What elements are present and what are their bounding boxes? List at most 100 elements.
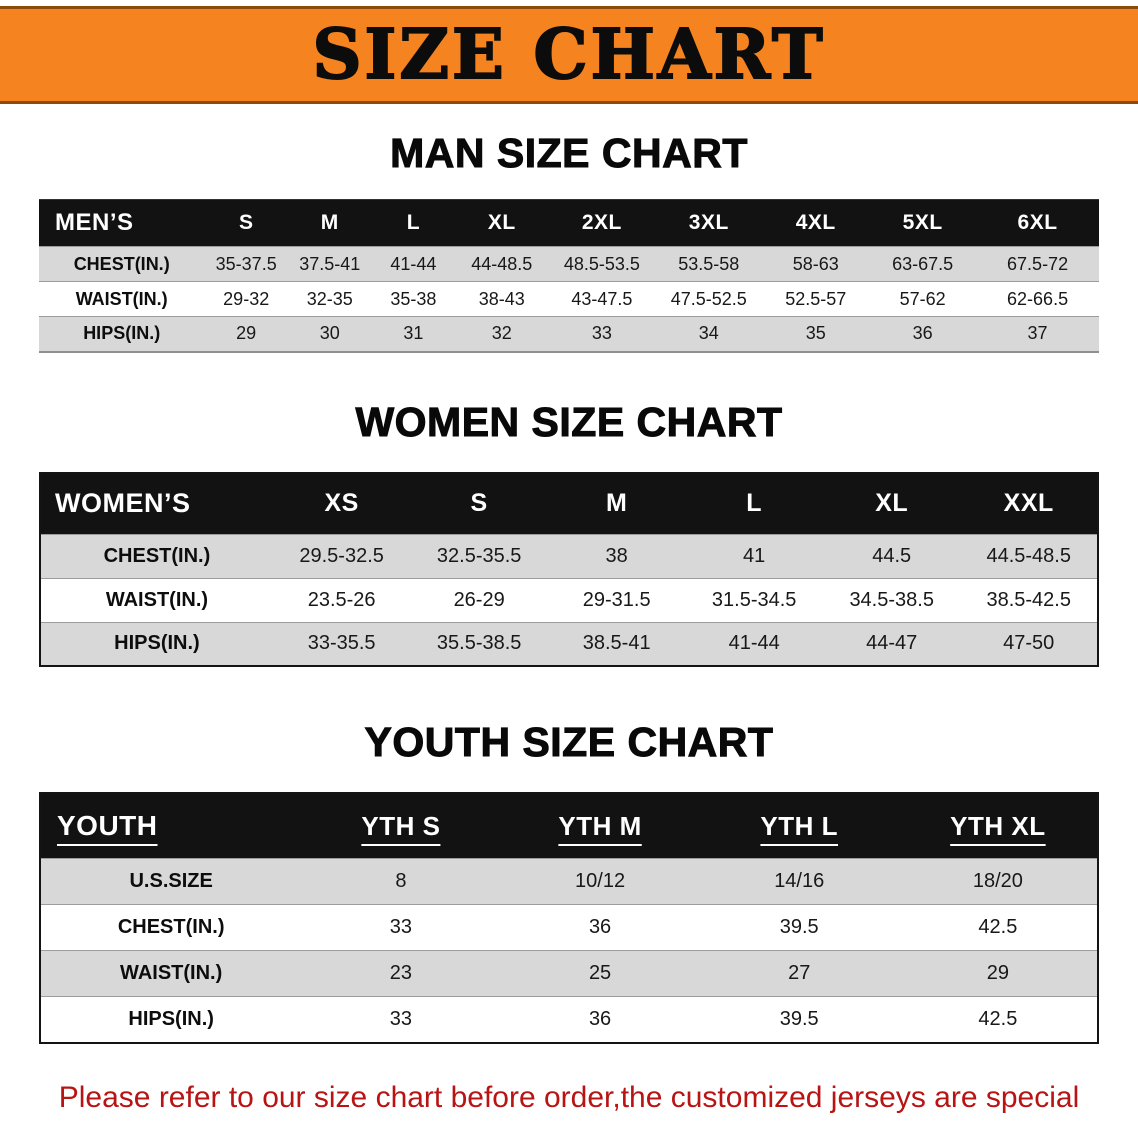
size-value-cell: 35-37.5 xyxy=(215,253,277,274)
youth-size-table: YOUTH YTH S YTH M YTH L YTH XL U.S.SIZE 8 10/12… xyxy=(39,792,1099,1044)
men-size-column-header: M xyxy=(288,199,372,247)
banner: SIZE CHART xyxy=(0,6,1138,104)
row-label: CHEST(IN.) xyxy=(103,544,211,567)
size-value-cell: 53.5-58 xyxy=(678,253,740,274)
men-size-column-header: S xyxy=(204,199,288,247)
size-value-cell: 29 xyxy=(236,323,257,344)
size-value-cell: 23 xyxy=(389,962,413,984)
size-value-cell: 10/12 xyxy=(575,870,626,892)
men-size-column-header: XL xyxy=(455,199,549,247)
size-value-cell: 47.5-52.5 xyxy=(670,288,747,309)
row-label: WAIST(IN.) xyxy=(120,962,223,984)
size-value-cell: 32.5-35.5 xyxy=(436,544,522,567)
size-value-cell: 29.5-32.5 xyxy=(299,544,384,567)
size-value-cell: 30 xyxy=(319,323,340,344)
size-value-cell: 41 xyxy=(743,544,766,567)
men-size-column-header: 6XL xyxy=(976,199,1099,247)
size-value-cell: 34 xyxy=(698,323,719,344)
men-corner-label: MEN’S xyxy=(39,199,205,247)
row-label: U.S.SIZE xyxy=(129,870,213,892)
size-value-cell: 27 xyxy=(788,962,811,984)
women-size-column-header: L xyxy=(685,472,823,534)
size-value-cell: 33 xyxy=(591,323,612,344)
men-header-row: MEN’S S M L XL 2XL 3XL 4XL 5XL 6XL xyxy=(39,199,1099,247)
disclaimer-line-1: Please refer to our size chart before or… xyxy=(58,1080,1080,1132)
youth-size-column-header: YTH L xyxy=(699,793,899,859)
size-value-cell: 31 xyxy=(403,323,424,344)
women-size-column-header: S xyxy=(410,472,548,534)
size-value-cell: 38-43 xyxy=(478,288,525,309)
women-measurement-row: HIPS(IN.) 33-35.5 35.5-38.5 38.5-41 41-44 44-… xyxy=(40,622,1098,666)
women-corner-label: WOMEN’S xyxy=(40,472,273,534)
row-label: HIPS(IN.) xyxy=(114,632,200,655)
size-value-cell: 38.5-42.5 xyxy=(986,588,1071,611)
size-value-cell: 41-44 xyxy=(390,253,437,274)
size-value-cell: 32-35 xyxy=(306,288,353,309)
size-value-cell: 32 xyxy=(491,323,512,344)
youth-section: YOUTH SIZE CHART YOUTH YTH S YTH M YTH L YTH… xyxy=(0,719,1138,1044)
row-label: CHEST(IN.) xyxy=(117,916,225,938)
size-value-cell: 58-63 xyxy=(792,253,839,274)
size-value-cell: 39.5 xyxy=(779,916,819,938)
size-value-cell: 35-38 xyxy=(390,288,437,309)
men-measurement-row: CHEST(IN.) 35-37.5 37.5-41 41-44 44-48.5 48.5… xyxy=(39,246,1099,282)
size-value-cell: 38 xyxy=(605,544,628,567)
size-value-cell: 25 xyxy=(588,962,612,984)
size-value-cell: 29 xyxy=(986,962,1010,984)
size-value-cell: 62-66.5 xyxy=(1007,288,1069,309)
men-measurement-row: WAIST(IN.) 29-32 32-35 35-38 38-43 43-47.5 47.… xyxy=(39,281,1099,317)
size-value-cell: 44-48.5 xyxy=(471,253,533,274)
women-size-column-header: XS xyxy=(272,472,411,534)
size-value-cell: 38.5-41 xyxy=(582,632,651,655)
men-size-column-header: L xyxy=(371,199,456,247)
row-label: HIPS(IN.) xyxy=(128,1007,214,1030)
women-size-column-header: XXL xyxy=(960,472,1098,534)
women-header-row: WOMEN’S XS S M L XL XXL xyxy=(40,472,1098,534)
size-value-cell: 33-35.5 xyxy=(307,632,376,655)
youth-size-column-header: YTH S xyxy=(301,793,501,859)
size-value-cell: 47-50 xyxy=(1003,632,1055,655)
youth-corner-label: YOUTH xyxy=(40,793,302,859)
size-value-cell: 42.5 xyxy=(978,916,1018,938)
women-measurement-row: CHEST(IN.) 29.5-32.5 32.5-35.5 38 41 44.5 44.5… xyxy=(40,534,1098,578)
youth-header-row: YOUTH YTH S YTH M YTH L YTH XL xyxy=(40,793,1098,859)
size-value-cell: 36 xyxy=(912,323,933,344)
men-section-heading: MAN SIZE CHART xyxy=(390,130,748,177)
women-size-table: WOMEN’S XS S M L XL XXL CHEST(IN.) 29.5-32.5 32.5… xyxy=(39,471,1099,667)
size-value-cell: 39.5 xyxy=(779,1007,819,1030)
men-size-column-header: 3XL xyxy=(655,199,763,247)
size-value-cell: 33 xyxy=(389,1007,413,1030)
size-value-cell: 48.5-53.5 xyxy=(563,253,640,274)
row-label: HIPS(IN.) xyxy=(83,323,161,344)
youth-measurement-row: WAIST(IN.) 23 25 27 29 xyxy=(40,950,1098,997)
disclaimer-note: Please refer to our size chart before or… xyxy=(0,1074,1138,1132)
youth-measurement-row: CHEST(IN.) 33 36 39.5 42.5 xyxy=(40,904,1098,951)
size-value-cell: 57-62 xyxy=(899,288,946,309)
size-value-cell: 52.5-57 xyxy=(785,288,847,309)
youth-size-column-header: YTH M xyxy=(500,793,700,859)
size-value-cell: 36 xyxy=(588,916,612,938)
men-size-column-header: 2XL xyxy=(548,199,656,247)
size-value-cell: 14/16 xyxy=(774,870,825,892)
size-value-cell: 44.5 xyxy=(872,544,912,567)
size-value-cell: 23.5-26 xyxy=(307,588,376,611)
youth-measurement-row: HIPS(IN.) 33 36 39.5 42.5 xyxy=(40,996,1098,1043)
size-value-cell: 35.5-38.5 xyxy=(436,632,522,655)
size-value-cell: 44-47 xyxy=(866,632,918,655)
men-size-column-header: 4XL xyxy=(762,199,870,247)
men-section: MAN SIZE CHART MEN’S S M L XL 2XL 3XL 4XL 5XL 6XL… xyxy=(0,130,1138,353)
size-value-cell: 34.5-38.5 xyxy=(849,588,934,611)
size-value-cell: 67.5-72 xyxy=(1007,253,1069,274)
size-value-cell: 33 xyxy=(389,916,413,938)
row-label: WAIST(IN.) xyxy=(105,588,209,611)
size-value-cell: 29-31.5 xyxy=(582,588,651,611)
row-label: CHEST(IN.) xyxy=(73,253,170,274)
youth-section-heading: YOUTH SIZE CHART xyxy=(364,719,774,766)
size-value-cell: 36 xyxy=(588,1007,612,1030)
youth-size-column-header: YTH XL xyxy=(898,793,1098,859)
size-value-cell: 37 xyxy=(1027,323,1048,344)
size-value-cell: 63-67.5 xyxy=(892,253,954,274)
size-value-cell: 31.5-34.5 xyxy=(711,588,797,611)
size-value-cell: 41-44 xyxy=(728,632,780,655)
